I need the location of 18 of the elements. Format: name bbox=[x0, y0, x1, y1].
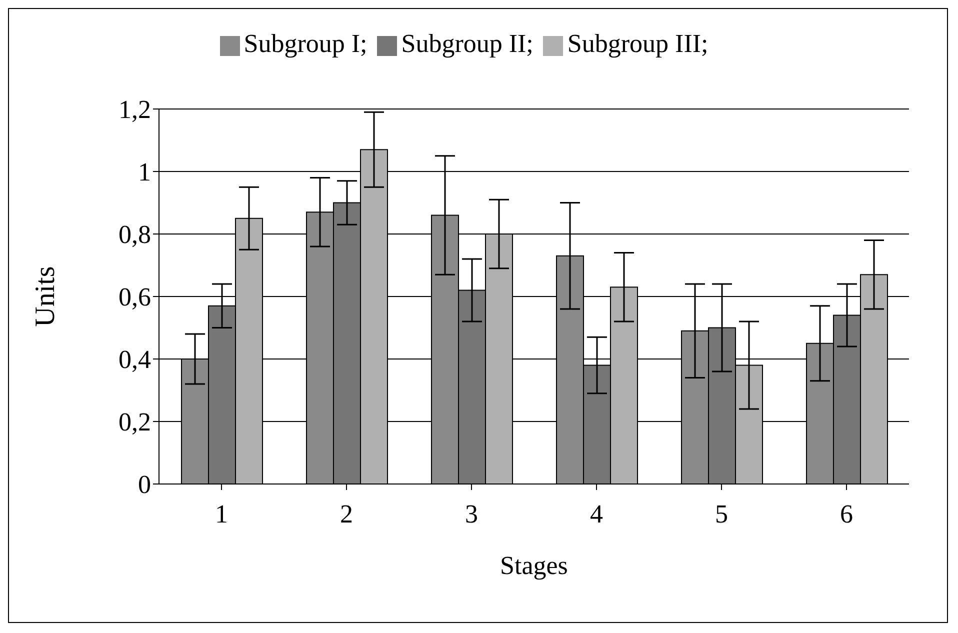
x-tick-label: 6 bbox=[840, 499, 853, 528]
x-tick-label: 3 bbox=[465, 499, 478, 528]
x-tick-label: 4 bbox=[590, 499, 603, 528]
x-axis-title: Stages bbox=[500, 551, 568, 580]
legend-label: Subgroup II; bbox=[401, 29, 534, 58]
y-tick-label: 0,6 bbox=[118, 282, 151, 312]
x-tick-label: 1 bbox=[215, 499, 228, 528]
y-tick-label: 1 bbox=[138, 158, 151, 187]
y-tick-label: 1,2 bbox=[118, 95, 151, 124]
y-tick-label: 0,8 bbox=[118, 220, 151, 250]
legend-label: Subgroup III; bbox=[567, 29, 708, 58]
x-tick-label: 5 bbox=[715, 499, 728, 528]
y-tick-label: 0,4 bbox=[118, 345, 151, 374]
legend-label: Subgroup I; bbox=[244, 29, 368, 58]
y-tick-label: 0 bbox=[138, 470, 151, 500]
y-axis-title: Units bbox=[30, 266, 61, 327]
y-tick-label: 0,2 bbox=[118, 408, 151, 437]
x-tick-label: 2 bbox=[340, 499, 353, 528]
